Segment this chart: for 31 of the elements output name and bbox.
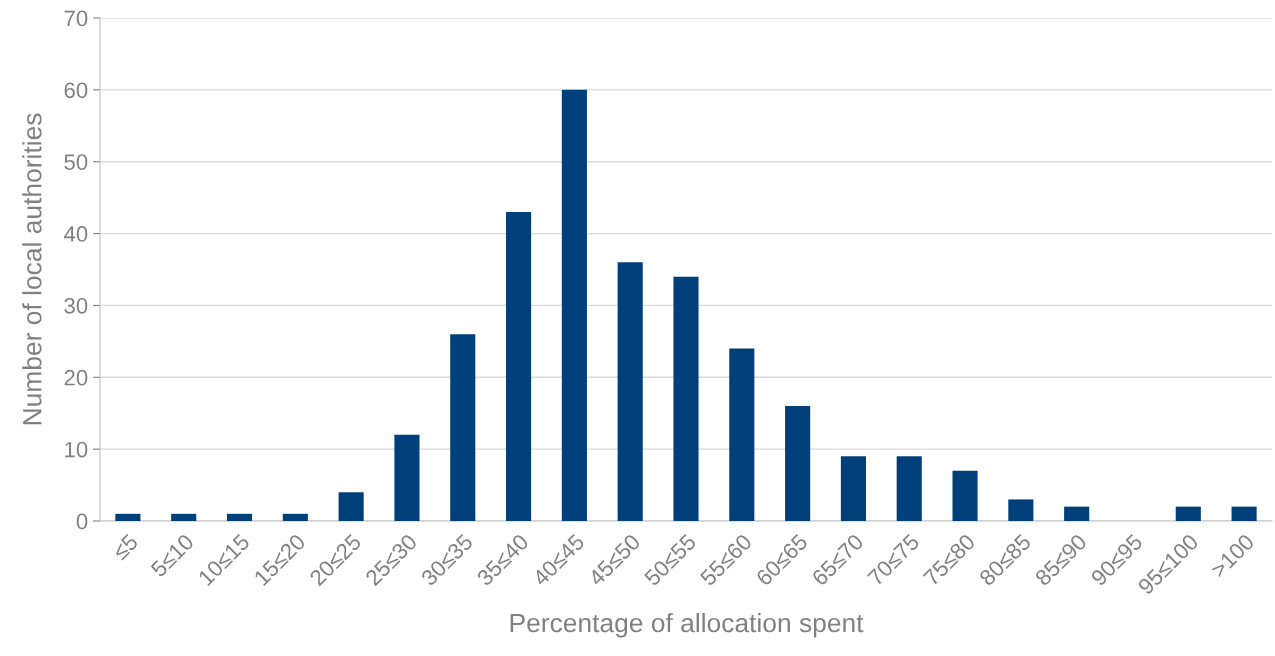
bar xyxy=(617,262,643,521)
x-tick-label: ≤5 xyxy=(111,533,139,561)
bar xyxy=(729,348,755,521)
bar xyxy=(338,492,364,521)
y-tick-label: 70 xyxy=(64,10,88,27)
y-tick-label: 0 xyxy=(76,513,88,530)
bar xyxy=(896,456,922,521)
bar xyxy=(1231,506,1257,521)
bar xyxy=(115,513,141,521)
bar xyxy=(394,434,420,521)
bar xyxy=(1008,499,1034,521)
y-tick-label: 20 xyxy=(64,369,88,386)
y-tick-label: 50 xyxy=(64,154,88,170)
bar xyxy=(226,513,253,521)
bar xyxy=(1064,506,1090,521)
bar xyxy=(840,456,866,521)
bar xyxy=(282,513,308,521)
bar xyxy=(506,212,532,521)
bar xyxy=(785,406,811,521)
x-axis-title: Percentage of allocation spent xyxy=(510,612,864,638)
y-tick-label: 30 xyxy=(64,297,88,314)
y-tick-label: 10 xyxy=(65,441,88,458)
y-tick-label: 40 xyxy=(63,226,88,242)
bar xyxy=(1175,506,1201,521)
bar xyxy=(561,89,587,521)
bar xyxy=(952,470,978,521)
bar xyxy=(171,513,197,521)
bar xyxy=(673,276,699,521)
y-axis-title: Number of local authorities xyxy=(22,113,42,425)
bar xyxy=(450,334,476,521)
y-tick-label: 60 xyxy=(64,82,88,99)
